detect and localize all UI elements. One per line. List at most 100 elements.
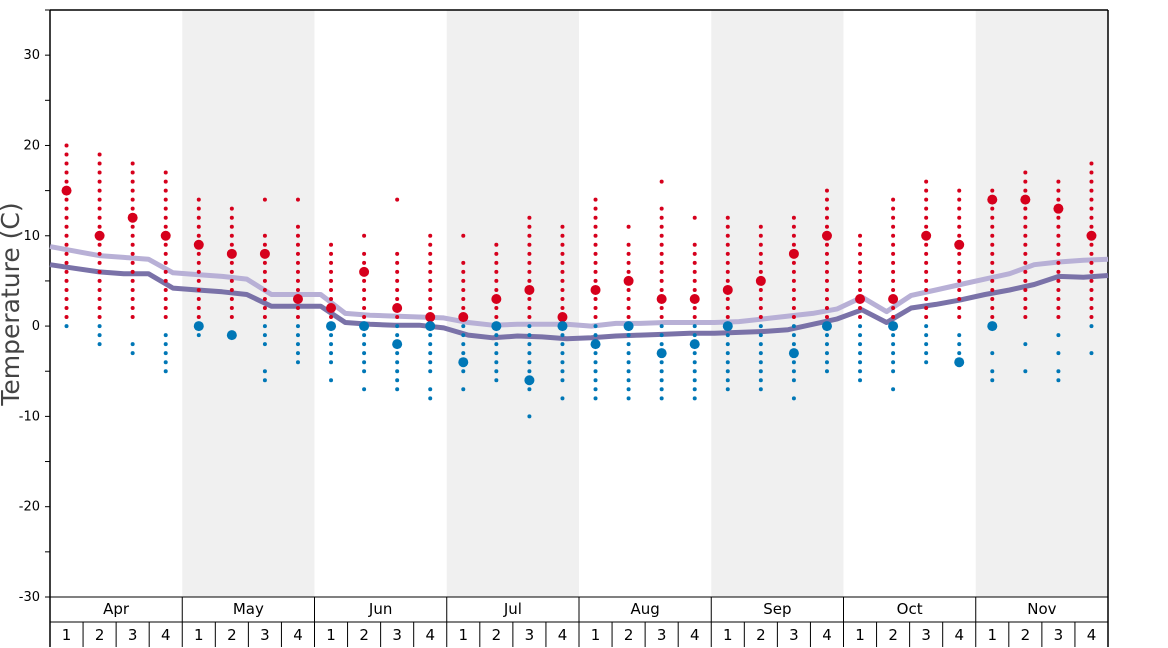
- max-temp-dot: [593, 296, 598, 301]
- max-temp-dot: [791, 306, 796, 311]
- max-temp-dot: [957, 215, 962, 220]
- min-temp-dot: [163, 351, 168, 356]
- week-label: 1: [62, 626, 72, 644]
- max-temp-dot: [163, 306, 168, 311]
- max-temp-dot: [163, 242, 168, 247]
- max-temp-dot: [226, 248, 237, 259]
- max-temp-dot: [1089, 260, 1094, 265]
- max-temp-dot: [64, 152, 69, 157]
- max-temp-dot: [791, 233, 796, 238]
- month-label: Jul: [503, 600, 522, 618]
- max-temp-dot: [1056, 215, 1061, 220]
- min-temp-dot: [262, 324, 267, 329]
- max-temp-dot: [626, 242, 631, 247]
- max-temp-dot: [791, 215, 796, 220]
- min-temp-dot: [1056, 351, 1061, 356]
- min-temp-dot: [461, 351, 466, 356]
- max-temp-dot: [1089, 269, 1094, 274]
- max-temp-dot: [824, 197, 829, 202]
- week-label: 4: [558, 626, 568, 644]
- max-temp-dot: [593, 197, 598, 202]
- min-temp-dot: [527, 369, 532, 374]
- max-temp-dot: [560, 242, 565, 247]
- week-label: 4: [822, 626, 832, 644]
- max-temp-dot: [626, 251, 631, 256]
- min-temp-dot: [722, 321, 733, 332]
- max-temp-dot: [163, 206, 168, 211]
- series-lines: [49, 244, 1109, 342]
- max-temp-dot: [1089, 197, 1094, 202]
- max-temp-dot: [891, 224, 896, 229]
- min-temp-dot: [692, 387, 697, 392]
- max-temp-dot: [891, 278, 896, 283]
- max-temp-dot: [626, 306, 631, 311]
- max-temp-dot: [560, 269, 565, 274]
- max-temp-dot: [196, 215, 201, 220]
- max-temp-dot: [196, 260, 201, 265]
- max-temp-dot: [229, 206, 234, 211]
- max-temp-dot: [924, 215, 929, 220]
- y-tick-label: 30: [23, 48, 40, 63]
- y-axis-title: Temperature (C): [0, 202, 25, 406]
- max-temp-dot: [692, 215, 697, 220]
- max-temp-dot: [461, 260, 466, 265]
- min-temp-dot: [924, 324, 929, 329]
- min-temp-dot: [64, 324, 69, 329]
- max-temp-dot: [130, 233, 135, 238]
- min-temp-dot: [924, 333, 929, 338]
- max-temp-dot: [824, 251, 829, 256]
- max-temp-dot: [295, 197, 300, 202]
- min-temp-dot: [725, 351, 730, 356]
- max-temp-dot: [130, 296, 135, 301]
- min-temp-dot: [791, 378, 796, 383]
- max-temp-dot: [957, 197, 962, 202]
- max-temp-dot: [957, 251, 962, 256]
- max-temp-dot: [626, 269, 631, 274]
- min-temp-dot: [428, 369, 433, 374]
- min-temp-dot: [1023, 342, 1028, 347]
- min-temp-dot: [858, 369, 863, 374]
- min-temp-dot: [590, 339, 601, 350]
- min-temp-dot: [329, 342, 334, 347]
- max-temp-dot: [395, 269, 400, 274]
- max-temp-dot: [97, 306, 102, 311]
- min-temp-dot: [97, 333, 102, 338]
- max-temp-dot: [924, 242, 929, 247]
- max-temp-dot: [527, 242, 532, 247]
- max-temp-dot: [127, 212, 138, 223]
- max-temp-dot: [1023, 251, 1028, 256]
- max-temp-dot: [758, 287, 763, 292]
- max-temp-dot: [924, 306, 929, 311]
- max-temp-dot: [957, 315, 962, 320]
- max-temp-dot: [990, 215, 995, 220]
- max-temp-dot: [196, 287, 201, 292]
- month-label: Apr: [103, 600, 130, 618]
- max-temp-dot: [957, 224, 962, 229]
- min-temp-dot: [593, 378, 598, 383]
- max-temp-dot: [428, 251, 433, 256]
- min-temp-dot: [659, 342, 664, 347]
- max-temp-dot: [130, 242, 135, 247]
- max-temp-dot: [659, 278, 664, 283]
- min-temp-dot: [593, 387, 598, 392]
- min-temp-dot: [623, 321, 634, 332]
- week-label: 2: [624, 626, 634, 644]
- max-temp-dot: [395, 296, 400, 301]
- max-temp-dot: [891, 315, 896, 320]
- max-temp-dot: [659, 233, 664, 238]
- max-temp-dot: [229, 233, 234, 238]
- max-temp-dot: [1056, 260, 1061, 265]
- min-temp-dot: [891, 360, 896, 365]
- max-temp-dot: [891, 306, 896, 311]
- max-temp-dot: [1056, 224, 1061, 229]
- max-temp-dot: [130, 315, 135, 320]
- max-temp-dot: [824, 215, 829, 220]
- max-temp-dot: [295, 233, 300, 238]
- min-temp-dot: [858, 333, 863, 338]
- max-temp-dot: [494, 251, 499, 256]
- min-temp-dot: [824, 342, 829, 347]
- month-label: Sep: [763, 600, 791, 618]
- max-temp-dot: [1023, 306, 1028, 311]
- min-temp-dot: [461, 387, 466, 392]
- max-temp-dot: [824, 296, 829, 301]
